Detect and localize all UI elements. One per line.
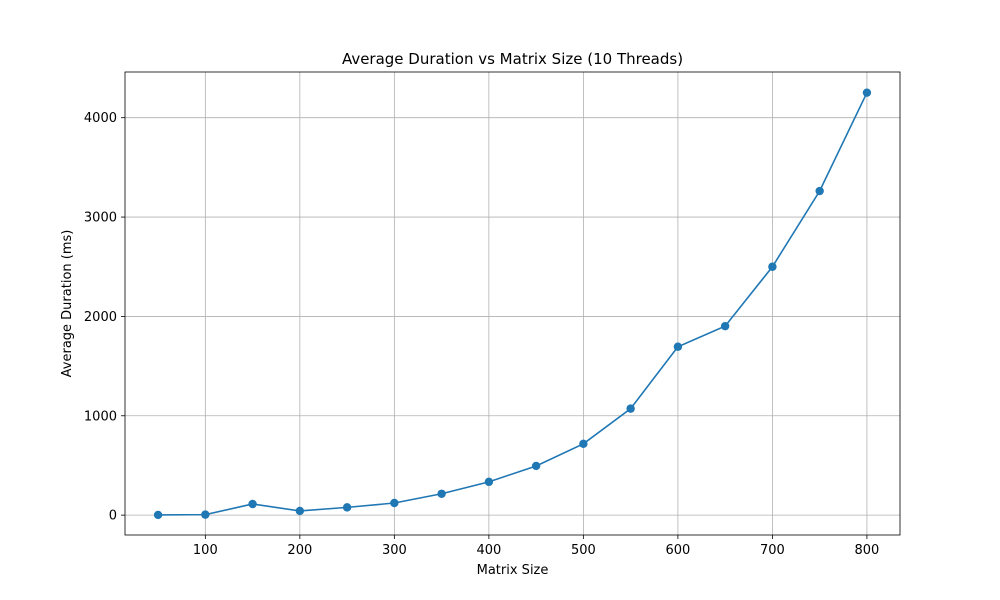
data-point [437,489,446,498]
y-tick-label: 2000 [84,310,117,325]
data-point [295,506,305,516]
series-line [158,92,868,516]
axes-frame [124,71,901,536]
y-tick-label: 0 [109,509,117,524]
data-point [531,461,541,471]
y-tick-label: 1000 [84,409,117,424]
data-point [342,503,352,512]
x-tick-label: 800 [855,543,880,558]
grid [125,72,900,535]
data-point [153,510,163,520]
data-point [626,404,635,413]
data-point [579,439,588,448]
x-tick-label: 200 [287,543,312,558]
x-axis-label: Matrix Size [477,563,549,578]
x-tick-label: 600 [665,543,690,558]
data-point [201,510,210,519]
data-point [484,477,494,487]
y-axis-label: Average Duration (ms) [60,230,75,378]
x-tick-label: 400 [476,543,501,558]
y-tick-label: 4000 [84,111,117,126]
data-point [248,499,257,509]
data-point [862,88,872,97]
x-tick-label: 300 [382,543,407,558]
chart-title: Average Duration vs Matrix Size (10 Thre… [342,50,683,68]
x-tick-label: 100 [193,543,218,558]
x-tick-label: 700 [760,543,785,558]
data-point [768,262,777,271]
axis-ticks: 100 200 300 400 500 600 700 800 0 1000 2000 3000 400… [84,111,879,558]
series-layer [153,88,872,520]
x-tick-label: 500 [571,543,596,558]
data-point [720,321,730,331]
data-point [815,186,824,196]
data-point [390,498,399,508]
y-tick-label: 3000 [84,211,117,226]
data-point [673,342,683,351]
